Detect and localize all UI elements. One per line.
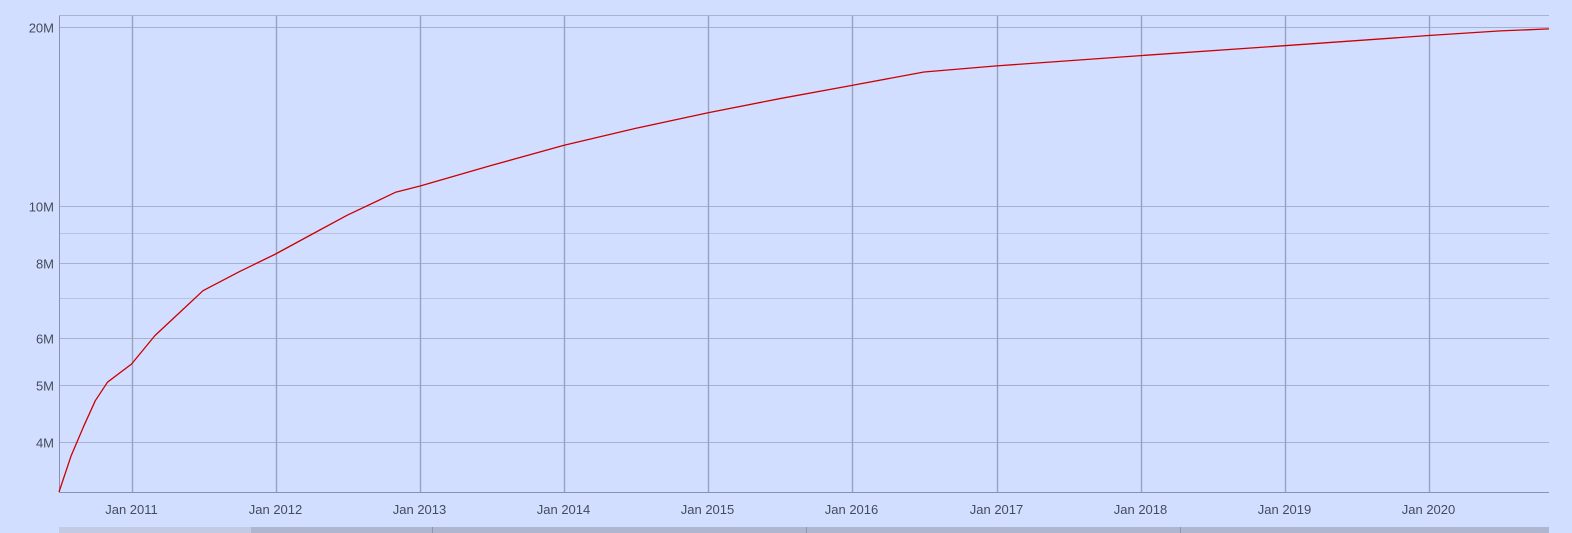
x-tick-label: Jan 2014 [537,502,591,517]
scrollbar-divider [806,527,807,533]
x-tick-label: Jan 2018 [1114,502,1168,517]
y-tick-label: 8M [36,257,54,272]
x-tick-label: Jan 2012 [249,502,303,517]
range-scrollbar-track[interactable] [59,527,1549,533]
scrollbar-divider [432,527,433,533]
y-tick-label: 5M [36,379,54,394]
y-tick-label: 6M [36,332,54,347]
y-tick-label: 10M [29,200,54,215]
y-tick-labels: 4M 5M 6M 8M 10M 20M [29,21,54,451]
x-tick-label: Jan 2020 [1402,502,1456,517]
x-tick-label: Jan 2011 [105,502,158,517]
y-gridlines [59,27,1549,443]
x-tick-label: Jan 2013 [393,502,447,517]
x-tick-label: Jan 2019 [1258,502,1312,517]
plot-area [59,15,1549,492]
x-tick-label: Jan 2017 [970,502,1024,517]
x-gridlines [131,15,1431,492]
scrollbar-divider [1180,527,1181,533]
series-line [58,28,1550,493]
minor-gridlines [59,233,1549,299]
x-tick-label: Jan 2016 [825,502,879,517]
x-tick-labels: Jan 2011 Jan 2012 Jan 2013 Jan 2014 Jan 2015… [105,502,1455,517]
y-tick-label: 4M [36,436,54,451]
x-tick-label: Jan 2015 [681,502,735,517]
range-scrollbar-thumb[interactable] [59,527,251,533]
series-layer [58,28,1550,493]
y-tick-label: 20M [29,21,54,36]
